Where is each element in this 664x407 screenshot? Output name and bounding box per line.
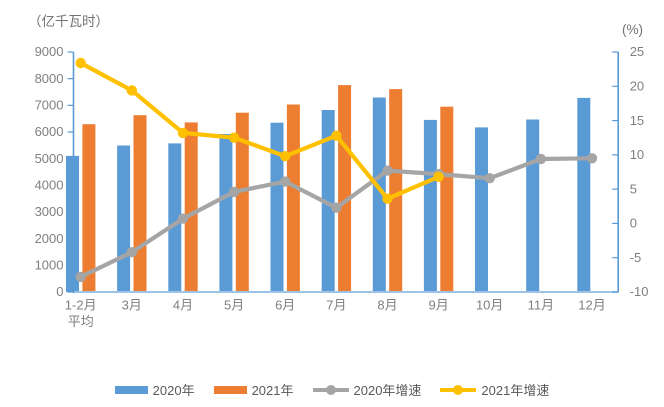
left-tick-label-3000: 3000 [35, 204, 64, 219]
marker-2020年增速-11月 [535, 153, 547, 165]
bar-2021年-4月 [184, 122, 198, 293]
bar-2020年-7月 [321, 110, 335, 292]
right-tick-label-0: 0 [630, 216, 637, 231]
marker-2021年增速-5月 [228, 132, 240, 143]
bar-2021年-5月 [235, 112, 249, 292]
x-label-7月: 7月 [326, 298, 346, 313]
marker-2020年增速-8月 [382, 165, 393, 176]
bar-2021年-1-2月平均 [82, 124, 96, 292]
bar-2020年-5月 [219, 134, 233, 292]
bar-2020年-8月 [372, 97, 386, 292]
legend-swatch-2020年 [114, 385, 148, 394]
legend-label: 2021年增速 [481, 383, 550, 398]
bar-2021年-9月 [440, 106, 454, 292]
right-axis-unit-label: (%) [622, 22, 643, 37]
legend-item-2020年增速: 2020年增速 [312, 380, 422, 399]
marker-2021年增速-9月 [433, 171, 444, 182]
marker-2020年增速-6月 [280, 176, 291, 187]
marker-2020年增速-7月 [331, 202, 342, 213]
right-tick-label-5: 5 [630, 181, 637, 196]
marker-2020年增速-4月 [177, 213, 189, 224]
legend-label: 2021年 [251, 383, 294, 398]
marker-2020年增速-5月 [228, 186, 240, 198]
legend-swatch-2021年增速 [440, 384, 477, 395]
x-label-12月: 12月 [578, 298, 605, 313]
right-tick-label-15: 15 [630, 113, 644, 128]
x-label-5月: 5月 [224, 298, 244, 313]
marker-2020年增速-12月 [586, 153, 598, 164]
marker-2021年增速-8月 [382, 193, 393, 204]
x-label-11月: 11月 [528, 298, 555, 313]
left-tick-label-8000: 8000 [35, 71, 64, 86]
bar-2021年-6月 [286, 104, 300, 292]
left-tick-label-6000: 6000 [35, 124, 64, 139]
marker-2020年增速-3月 [126, 247, 137, 258]
bar-2021年-7月 [338, 85, 352, 292]
right-tick-label--5: -5 [630, 250, 642, 265]
bar-2021年-3月 [133, 115, 147, 292]
left-axis-unit-label: （亿千瓦时） [28, 14, 109, 29]
legend-label: 2020年 [152, 383, 195, 398]
bar-2020年-12月 [577, 97, 591, 293]
x-label-10月: 10月 [476, 298, 503, 313]
line-2021年增速 [78, 60, 441, 201]
x-label-1-2月平均: 平均 [68, 314, 94, 329]
legend-item-2020年: 2020年 [114, 380, 195, 399]
bar-2020年-6月 [270, 122, 284, 292]
x-label-9月: 9月 [428, 298, 448, 313]
right-tick-label--10: -10 [630, 284, 649, 299]
marker-2021年增速-3月 [126, 85, 137, 96]
legend-item-2021年: 2021年 [213, 380, 294, 399]
line-2020年增速 [78, 156, 595, 279]
marker-2021年增速-4月 [177, 127, 189, 139]
bar-2020年-11月 [526, 119, 540, 292]
legend-swatch-2021年 [213, 385, 247, 394]
left-tick-label-4000: 4000 [35, 178, 64, 193]
bar-2020年-4月 [168, 143, 182, 292]
marker-2021年增速-7月 [331, 130, 342, 141]
left-tick-label-0: 0 [56, 284, 63, 299]
left-tick-label-5000: 5000 [35, 151, 64, 166]
bar-2021年-8月 [389, 89, 403, 292]
right-tick-label-20: 20 [630, 79, 644, 94]
bar-2020年-1-2月平均 [66, 155, 79, 292]
marker-2021年增速-6月 [280, 151, 291, 162]
legend-item-2021年增速: 2021年增速 [440, 380, 549, 399]
bar-2020年-9月 [423, 119, 437, 293]
x-label-6月: 6月 [275, 298, 295, 313]
bar-2020年-3月 [117, 145, 131, 292]
right-tick-label-10: 10 [630, 147, 644, 162]
x-label-4月: 4月 [173, 298, 193, 313]
x-label-8月: 8月 [377, 298, 397, 313]
bar-2020年-10月 [475, 127, 488, 293]
marker-2020年增速-1-2月平均 [75, 271, 86, 283]
marker-2020年增速-10月 [484, 173, 495, 184]
legend-label: 2020年增速 [353, 383, 422, 398]
left-tick-label-1000: 1000 [35, 258, 64, 273]
right-tick-label-25: 25 [630, 44, 644, 59]
legend-swatch-2020年增速 [312, 384, 349, 395]
left-tick-label-2000: 2000 [35, 231, 64, 246]
legend: 2020年 2021年 2020年增速 2021年增速 [0, 380, 664, 399]
left-tick-label-7000: 7000 [35, 98, 64, 113]
x-label-3月: 3月 [122, 298, 142, 313]
x-label-1-2月平均: 1-2月 [65, 298, 97, 313]
left-tick-label-9000: 9000 [35, 44, 64, 59]
marker-2021年增速-1-2月平均 [75, 57, 86, 69]
